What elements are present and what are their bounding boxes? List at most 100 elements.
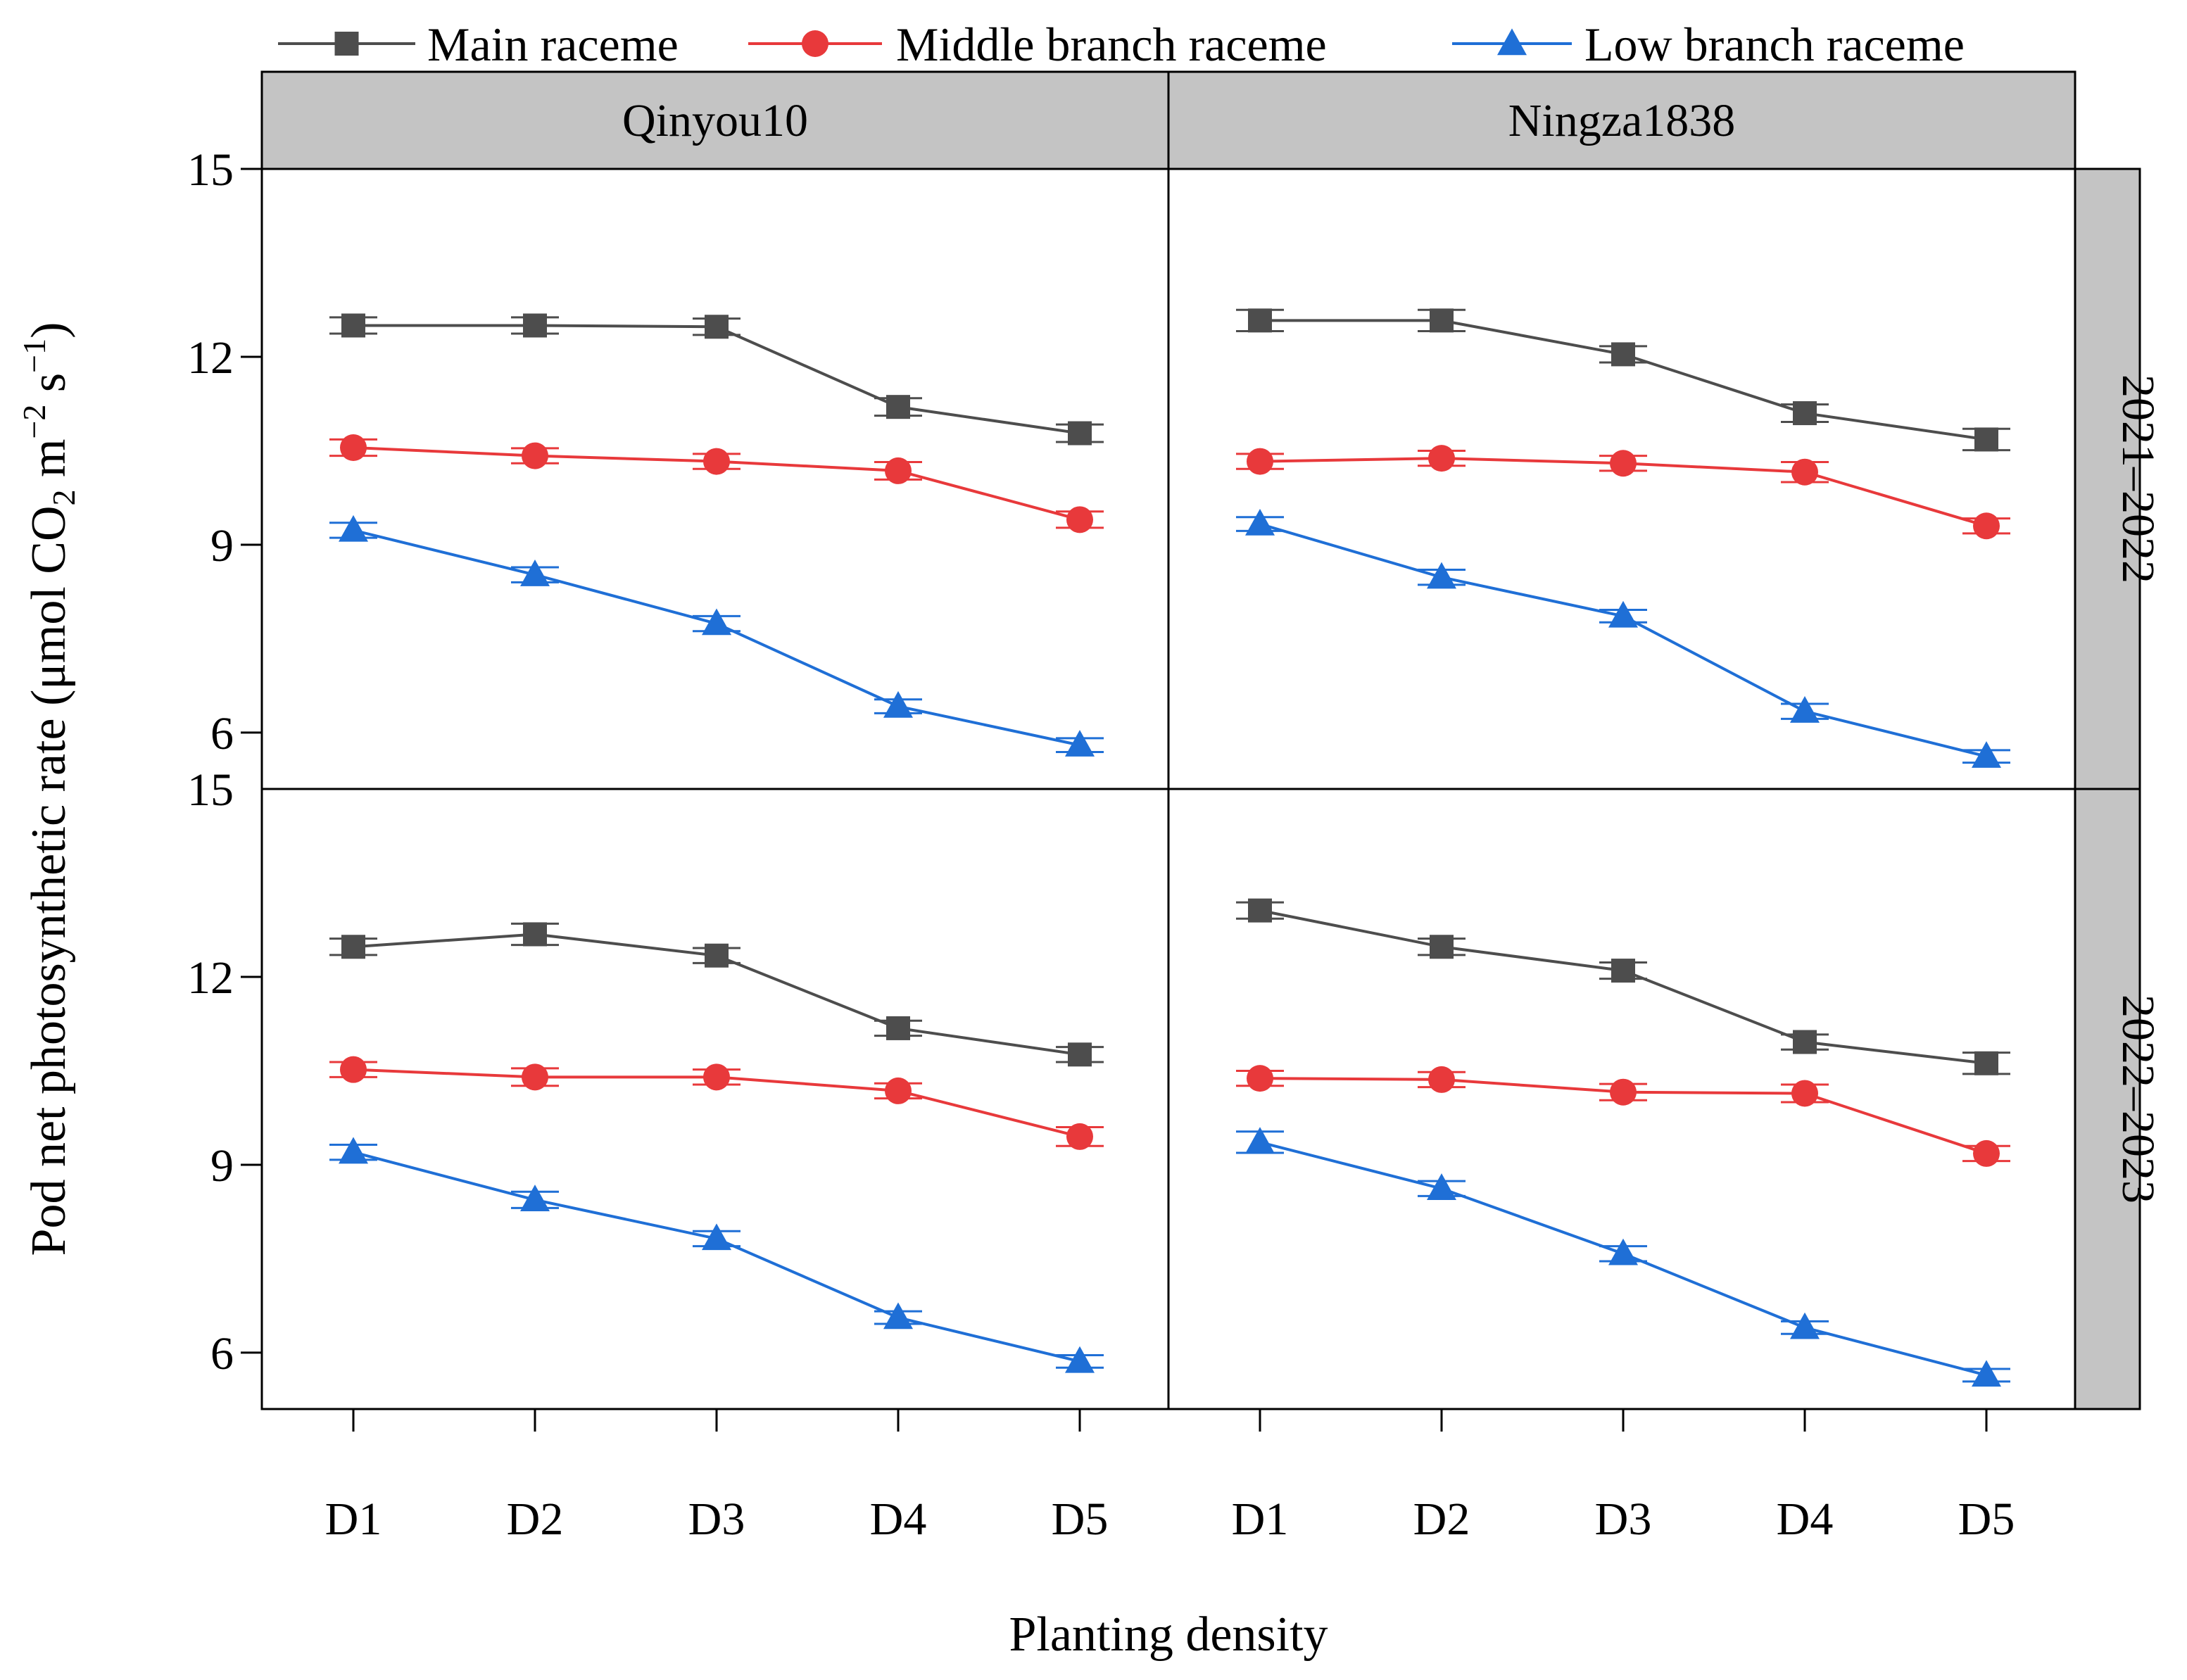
legend-label: Middle branch raceme (896, 18, 1327, 71)
panel-1-1 (1236, 898, 2010, 1387)
y-tick-label: 15 (187, 144, 234, 196)
data-point-square (523, 313, 547, 338)
series-square (1236, 308, 2010, 452)
data-point-triangle (520, 560, 550, 586)
legend-marker-square (334, 32, 359, 56)
legend-marker-circle (802, 30, 828, 57)
series-triangle (1236, 1127, 2010, 1387)
data-point-triangle (339, 514, 368, 542)
data-point-circle (1066, 1123, 1093, 1150)
data-point-circle (1066, 506, 1093, 533)
series-line (353, 1151, 1080, 1363)
y-tick-label: 6 (210, 708, 234, 759)
panel-frame (1167, 168, 2076, 790)
data-point-square (1793, 1030, 1817, 1054)
series-circle (329, 1056, 1104, 1150)
y-title-part: Pod net photosynthetic rate (μmol CO (22, 505, 76, 1256)
legend-marker-triangle (1497, 28, 1527, 56)
series-triangle (329, 1137, 1104, 1373)
data-point-circle (1247, 448, 1273, 475)
legend-item-0: Main raceme (278, 18, 679, 71)
panel-0-0 (329, 313, 1104, 757)
data-point-square (1611, 342, 1635, 367)
strip-column-label: Ningza1838 (1508, 95, 1736, 146)
data-point-triangle (1972, 741, 2001, 768)
x-tick-label: D3 (1595, 1493, 1652, 1545)
y-title-subscript: 2 (46, 489, 82, 505)
panel-1-0 (329, 922, 1104, 1373)
facet-strips: Qinyou10 Ningza1838 2021–2022 2022–2023 (260, 70, 2164, 1410)
data-point-square (1430, 935, 1454, 959)
data-point-triangle (1245, 508, 1275, 536)
data-point-circle (703, 1063, 730, 1091)
strip-column-bg (260, 70, 1170, 170)
data-point-square (341, 935, 365, 959)
data-point-square (886, 395, 910, 419)
data-point-circle (885, 1077, 912, 1104)
y-title-superscript: −1 (16, 339, 52, 373)
facet-panels (260, 168, 2076, 1410)
data-point-triangle (1065, 1346, 1095, 1373)
x-tick-label: D3 (688, 1493, 745, 1545)
data-point-square (1430, 308, 1454, 333)
data-point-circle (703, 448, 730, 475)
legend-label: Low branch raceme (1584, 18, 1965, 71)
data-point-square (705, 315, 729, 339)
data-point-square (1611, 959, 1635, 983)
strip-row-bg (2074, 788, 2141, 1410)
data-point-circle (885, 457, 912, 484)
x-tick-label: D2 (1413, 1493, 1470, 1545)
y-title-superscript: −2 (16, 405, 52, 439)
data-point-triangle (1065, 730, 1095, 757)
y-title-part: ) (22, 322, 76, 339)
data-point-triangle (702, 608, 731, 636)
data-point-circle (1610, 450, 1637, 477)
data-point-triangle (1608, 600, 1638, 628)
y-tick-label: 12 (187, 332, 234, 384)
data-point-triangle (520, 1185, 550, 1211)
y-tick-label: 15 (187, 764, 234, 816)
data-point-triangle (1427, 562, 1456, 589)
data-point-triangle (1972, 1360, 2001, 1387)
data-point-square (523, 922, 547, 947)
panel-frame (1167, 788, 2076, 1410)
data-point-circle (340, 434, 367, 462)
strip-column-label: Qinyou10 (622, 95, 808, 146)
legend-item-1: Middle branch raceme (748, 18, 1327, 71)
series-triangle (329, 514, 1104, 757)
data-point-triangle (883, 690, 913, 718)
data-point-square (1068, 421, 1092, 446)
panel-0-1 (1236, 308, 2010, 768)
series-square (329, 313, 1104, 446)
y-tick-label: 6 (210, 1328, 234, 1379)
x-tick-label: D1 (1232, 1493, 1289, 1545)
strip-row-label: 2021–2022 (2112, 374, 2164, 583)
x-tick-label: D4 (1777, 1493, 1834, 1545)
x-tick-label: D5 (1958, 1493, 2015, 1545)
series-circle (1236, 445, 2010, 540)
series-square (1236, 898, 2010, 1075)
data-point-triangle (883, 1302, 913, 1330)
series-circle (329, 434, 1104, 533)
legend-label: Main raceme (427, 18, 679, 71)
series-line (1260, 319, 1987, 441)
series-line (1259, 522, 1987, 758)
data-point-circle (522, 1063, 548, 1091)
data-point-triangle (1427, 1173, 1456, 1200)
data-point-circle (1791, 1080, 1818, 1107)
data-point-circle (1791, 458, 1818, 486)
data-point-circle (1973, 512, 2000, 540)
y-tick-label: 12 (187, 952, 234, 1004)
series-triangle (1236, 508, 2010, 768)
x-tick-label: D1 (325, 1493, 382, 1545)
x-tick-label: D2 (507, 1493, 564, 1545)
data-point-triangle (1790, 1312, 1820, 1339)
data-point-square (341, 313, 365, 338)
data-point-circle (340, 1056, 367, 1083)
legend: Main raceme Middle branch raceme Low branc… (278, 18, 1965, 71)
data-point-square (705, 943, 729, 968)
legend-item-2: Low branch raceme (1452, 18, 1965, 71)
data-point-square (886, 1016, 910, 1040)
